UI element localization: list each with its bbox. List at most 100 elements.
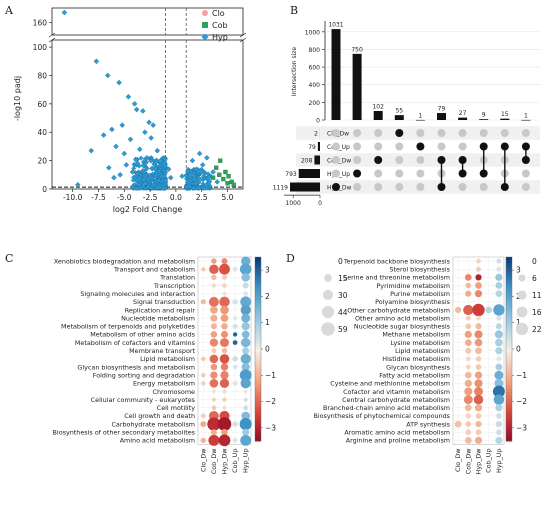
dot: [222, 283, 227, 288]
dot: [232, 332, 238, 337]
dot: [495, 347, 503, 355]
category-label: Folding sorting and degradation: [93, 371, 195, 379]
dot: [240, 353, 251, 364]
colorbar-segment: [255, 272, 261, 276]
colorbar-segment: [255, 345, 261, 350]
category-label: Membrane transport: [129, 347, 195, 355]
hyp-point: [156, 178, 162, 184]
matrix-dot-inactive: [395, 142, 404, 151]
colorbar-tick-label: 0: [265, 345, 270, 354]
size-legend-dot: [518, 274, 526, 282]
colorbar-segment: [255, 306, 261, 310]
dot: [241, 256, 251, 266]
dot: [201, 373, 206, 378]
hyp-point: [188, 178, 194, 184]
colorbar-segment: [506, 312, 512, 316]
cob-point: [231, 182, 236, 187]
hyp-point: [145, 184, 151, 190]
cob-point: [225, 181, 230, 186]
colorbar-segment: [255, 370, 261, 375]
dot: [220, 338, 229, 348]
cob-point: [218, 158, 223, 163]
dot: [222, 291, 227, 296]
colorbar-segment: [506, 434, 512, 439]
dot: [221, 323, 228, 330]
column-label: Hyp_Up: [242, 448, 250, 473]
colorbar-tick-label: −1: [516, 371, 527, 380]
hyp-point: [133, 185, 139, 191]
dot: [465, 356, 471, 362]
colorbar-segment: [255, 398, 261, 402]
hyp-point: [127, 136, 134, 143]
axis-break-mark: [48, 32, 56, 38]
bar-value-label: 102: [372, 104, 384, 111]
hyp-point: [129, 169, 136, 175]
dot: [495, 273, 503, 281]
bar-value-label: 1031: [328, 22, 343, 29]
colorbar-segment: [506, 395, 512, 399]
panel-letter-d: D: [286, 252, 295, 265]
dot: [494, 370, 504, 380]
category-label: Signal transduction: [133, 298, 195, 306]
dot: [474, 338, 483, 347]
matrix-dot-inactive: [353, 142, 362, 151]
x-tick-label: -7.5: [91, 193, 106, 202]
colorbar-segment: [506, 410, 512, 414]
legend-label: Cob: [212, 21, 228, 30]
panel-a-volcano: A -10.0 -7.5 -5.0 -2.5 0.0 2.5 5.0 0 20 40 60 80 100 1…: [4, 4, 247, 214]
dot: [463, 304, 474, 316]
colorbar-segment: [255, 364, 261, 368]
matrix-dot-active: [395, 129, 404, 137]
matrix-dot-inactive: [395, 183, 404, 191]
y-tick-label: 160: [33, 19, 48, 28]
hyp-point: [88, 147, 94, 154]
category-label: Transcription: [153, 282, 195, 290]
x-tick-label: 5.0: [222, 193, 234, 202]
intersection-bar: [479, 119, 489, 120]
hyp-point: [160, 185, 166, 191]
dot: [220, 330, 229, 338]
dot: [475, 364, 482, 370]
colorbar-segment: [255, 342, 261, 347]
dot: [232, 356, 238, 362]
y-tick-label: 80: [37, 71, 47, 80]
hyp-point: [202, 170, 208, 176]
dot: [211, 389, 216, 394]
colorbar-segment: [506, 309, 512, 313]
dot: [211, 405, 217, 411]
category-label: Purine metabolism: [390, 290, 450, 298]
category-label: Metabolism of cofactors and vitamins: [75, 339, 196, 347]
matrix-dot-inactive: [458, 183, 467, 191]
dot: [232, 266, 238, 272]
hyp-point: [123, 162, 130, 168]
dot: [241, 313, 251, 323]
category-label: Lipid metabolism: [395, 347, 450, 355]
dot: [465, 347, 472, 354]
hyp-point: [157, 157, 164, 164]
colorbar-segment: [255, 321, 261, 325]
hyp-point: [189, 157, 196, 164]
colorbar-segment: [506, 367, 512, 371]
dot: [243, 291, 249, 297]
set-size-label: 79: [308, 144, 316, 151]
size-legend-label: 16: [532, 308, 542, 317]
category-label: Chromosome: [153, 388, 196, 396]
set-size-tick-label: 1000: [286, 200, 301, 207]
cob-point: [214, 165, 219, 170]
dot: [201, 267, 206, 272]
colorbar-segment: [255, 284, 261, 289]
matrix-dot-inactive: [395, 156, 404, 164]
y-tick-label: 600: [309, 65, 321, 72]
hyp-point: [201, 174, 207, 180]
category-label: Methane metabolism: [382, 331, 450, 339]
colorbar-segment: [506, 385, 512, 390]
matrix-dot-inactive: [374, 129, 383, 137]
dot: [210, 331, 218, 338]
x-tick-label: 2.5: [196, 193, 208, 202]
colorbar-segment: [506, 437, 512, 442]
dot: [465, 429, 472, 436]
colorbar-segment: [255, 401, 261, 405]
size-legend-label: 11: [532, 291, 542, 300]
colorbar-segment: [506, 416, 512, 421]
matrix-dot-inactive: [374, 183, 383, 191]
